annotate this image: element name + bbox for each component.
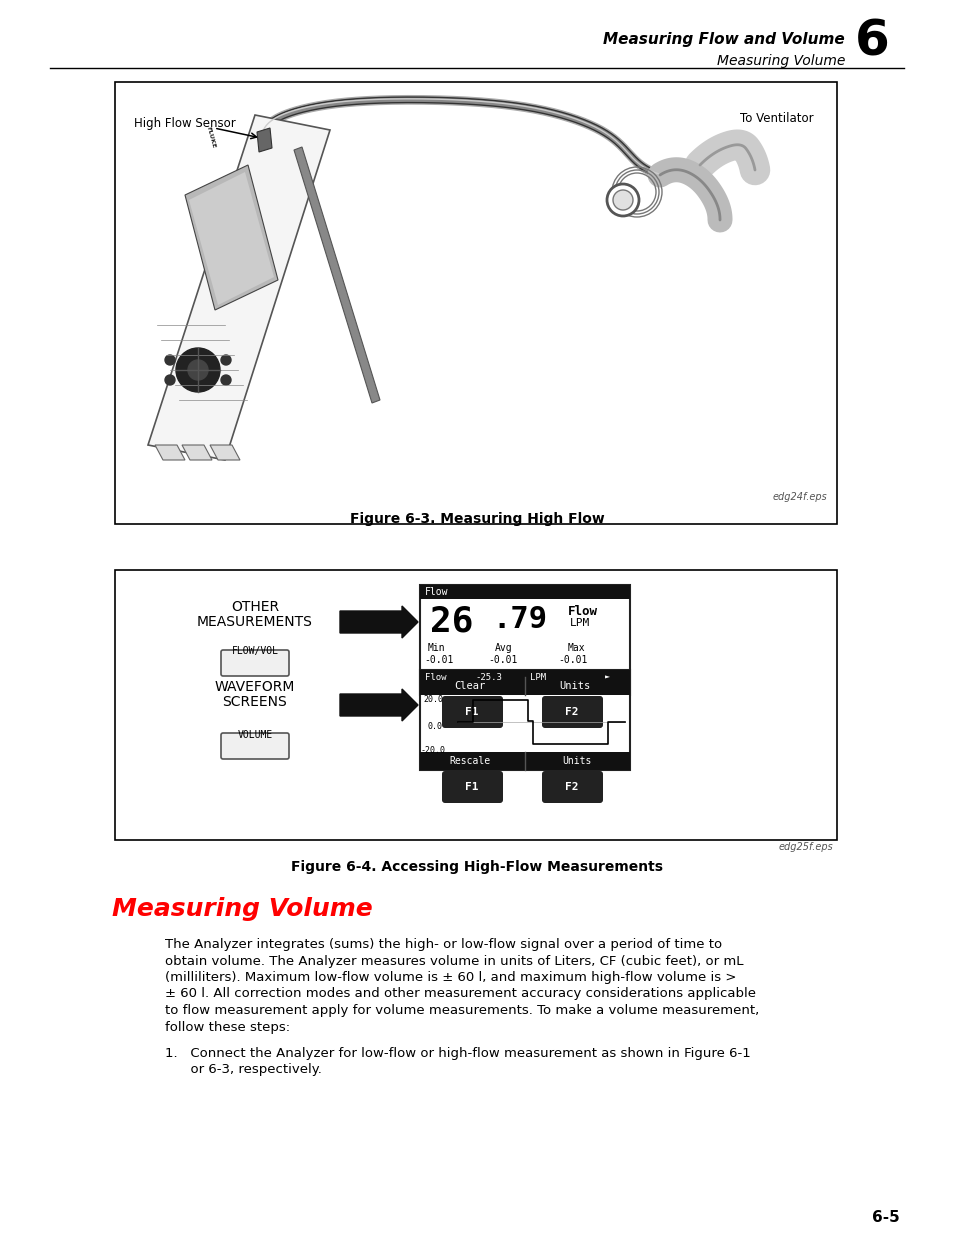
Text: F1: F1 [465, 706, 478, 718]
Text: Min: Min [428, 643, 445, 653]
Text: 6-5: 6-5 [871, 1210, 899, 1225]
Polygon shape [294, 147, 379, 403]
Circle shape [165, 354, 174, 366]
Text: F2: F2 [565, 706, 578, 718]
Text: To Ventilator: To Ventilator [740, 112, 813, 125]
Text: SCREENS: SCREENS [222, 695, 287, 709]
Circle shape [606, 184, 639, 216]
Circle shape [221, 354, 231, 366]
Text: F2: F2 [565, 782, 578, 792]
Circle shape [221, 375, 231, 385]
Circle shape [165, 375, 174, 385]
Text: OTHER: OTHER [231, 600, 279, 614]
Circle shape [175, 348, 220, 391]
Text: (milliliters). Maximum low-flow volume is ± 60 l, and maximum high-flow volume i: (milliliters). Maximum low-flow volume i… [165, 971, 736, 984]
Bar [419, 585, 629, 695]
Circle shape [188, 359, 208, 380]
Text: Units: Units [558, 680, 590, 692]
Text: The Analyzer integrates (sums) the high- or low-flow signal over a period of tim: The Analyzer integrates (sums) the high-… [165, 939, 721, 951]
Text: follow these steps:: follow these steps: [165, 1020, 290, 1034]
Text: Flow: Flow [424, 673, 446, 682]
Text: MEASUREMENTS: MEASUREMENTS [197, 615, 313, 629]
Text: Flow: Flow [424, 587, 448, 597]
Text: F1: F1 [465, 782, 478, 792]
Text: Figure 6-3. Measuring High Flow: Figure 6-3. Measuring High Flow [349, 513, 604, 526]
Text: Figure 6-4. Accessing High-Flow Measurements: Figure 6-4. Accessing High-Flow Measurem… [291, 860, 662, 874]
FancyArrow shape [339, 606, 417, 638]
Circle shape [613, 190, 633, 210]
Text: High Flow Sensor: High Flow Sensor [133, 117, 235, 130]
Text: 26: 26 [430, 605, 473, 638]
Text: -0.01: -0.01 [558, 655, 587, 664]
Text: edg25f.eps: edg25f.eps [778, 842, 832, 852]
Polygon shape [182, 445, 212, 459]
Polygon shape [256, 128, 272, 152]
Bar [115, 571, 836, 840]
Polygon shape [189, 172, 274, 305]
Bar [419, 677, 629, 695]
Text: 20.0: 20.0 [422, 695, 442, 704]
Text: 6: 6 [854, 19, 889, 65]
Text: -0.01: -0.01 [423, 655, 453, 664]
Text: FLOW/VOL: FLOW/VOL [232, 646, 278, 656]
Text: Flow: Flow [567, 605, 598, 618]
FancyBboxPatch shape [541, 697, 602, 727]
Text: 1.   Connect the Analyzer for low-flow or high-flow measurement as shown in Figu: 1. Connect the Analyzer for low-flow or … [165, 1047, 750, 1060]
Text: to flow measurement apply for volume measurements. To make a volume measurement,: to flow measurement apply for volume mea… [165, 1004, 759, 1016]
Text: FLUKE: FLUKE [205, 126, 215, 149]
FancyBboxPatch shape [221, 734, 289, 760]
Polygon shape [148, 115, 330, 459]
Text: edg24f.eps: edg24f.eps [771, 492, 826, 501]
FancyBboxPatch shape [541, 771, 602, 803]
Bar [419, 671, 629, 769]
Polygon shape [185, 165, 277, 310]
Text: Measuring Flow and Volume: Measuring Flow and Volume [602, 32, 844, 47]
FancyBboxPatch shape [441, 697, 502, 727]
Text: VOLUME: VOLUME [237, 730, 273, 740]
Text: ± 60 l. All correction modes and other measurement accuracy considerations appli: ± 60 l. All correction modes and other m… [165, 988, 755, 1000]
Text: or 6-3, respectively.: or 6-3, respectively. [165, 1063, 321, 1077]
Bar [115, 82, 836, 524]
Text: -20.0: -20.0 [420, 746, 446, 755]
Text: Measuring Volume: Measuring Volume [716, 54, 844, 68]
Text: Measuring Volume: Measuring Volume [112, 897, 373, 921]
Text: LPM: LPM [569, 618, 590, 629]
Text: Max: Max [567, 643, 585, 653]
Text: LPM: LPM [530, 673, 545, 682]
Bar [419, 752, 629, 769]
Text: WAVEFORM: WAVEFORM [214, 680, 294, 694]
Text: Clear: Clear [454, 680, 485, 692]
FancyBboxPatch shape [441, 771, 502, 803]
Polygon shape [154, 445, 185, 459]
Bar [419, 585, 629, 599]
Text: Avg: Avg [495, 643, 512, 653]
Text: Rescale: Rescale [449, 756, 490, 766]
Text: -25.3: -25.3 [475, 673, 501, 682]
Text: -0.01: -0.01 [488, 655, 517, 664]
FancyArrow shape [339, 689, 417, 721]
Text: 0.0: 0.0 [428, 722, 442, 731]
Text: obtain volume. The Analyzer measures volume in units of Liters, CF (cubic feet),: obtain volume. The Analyzer measures vol… [165, 955, 742, 967]
Bar [419, 671, 629, 684]
FancyBboxPatch shape [221, 650, 289, 676]
Text: Units: Units [561, 756, 591, 766]
Text: ►: ► [604, 673, 609, 682]
Text: .79: .79 [492, 605, 547, 634]
Polygon shape [210, 445, 240, 459]
